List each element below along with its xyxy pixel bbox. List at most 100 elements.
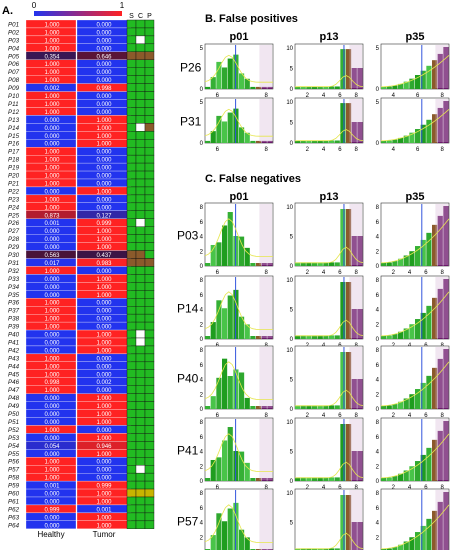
panel-c-column-title: p13 <box>320 191 339 203</box>
healthy-value: 0.000 <box>44 396 60 402</box>
tumor-value: 1.000 <box>96 340 112 346</box>
indicator-cell <box>144 178 155 188</box>
panel-c-hist-shade <box>259 347 272 408</box>
panel-c-hist-bar <box>357 236 363 266</box>
panel-c-hist-bar <box>222 308 228 339</box>
panel-c-hist-bar <box>306 262 312 266</box>
panel-c-hist-xtick: 8 <box>355 485 359 491</box>
indicator-cell <box>126 242 137 251</box>
row-label: P01 <box>8 21 19 28</box>
panel-c-hist-bar <box>227 427 233 481</box>
panel-c-hist-bar <box>398 258 404 266</box>
panel-c-hist-ytick: 2 <box>376 322 380 328</box>
panel-c-hist-shade <box>349 347 362 408</box>
panel-c-hist-ytick: 2 <box>200 464 204 470</box>
indicator-cell <box>126 67 137 76</box>
panel-b-hist-shade <box>435 45 448 88</box>
tumor-value: 1.000 <box>96 492 112 498</box>
panel-b-hist-xtick: 8 <box>265 147 269 153</box>
panel-c-hist-bar <box>415 461 421 481</box>
indicator-cell <box>126 480 137 490</box>
indicator-cell <box>144 59 155 68</box>
panel-c-hist-xtick: 6 <box>338 485 342 491</box>
healthy-value: 0.000 <box>44 245 60 251</box>
row-label: P19 <box>8 165 20 172</box>
indicator-cell <box>144 27 155 37</box>
colorbar-max-label: 1 <box>120 1 125 10</box>
panel-c-hist-ytick: 8 <box>200 491 204 497</box>
row-label: P34 <box>8 284 20 291</box>
panel-b-hist-bar <box>250 140 256 143</box>
panel-c-hist-bar <box>334 405 340 409</box>
tumor-value: 0.000 <box>96 317 112 323</box>
row-label: P33 <box>8 276 20 283</box>
panel-b-row-label: P31 <box>180 115 202 129</box>
indicator-cell <box>126 154 137 164</box>
panel-c-hist-bar <box>443 206 449 266</box>
panel-c-hist-bar <box>443 421 449 481</box>
indicator-cell <box>144 290 155 299</box>
indicator-cell <box>126 321 137 331</box>
indicator-cell <box>126 512 137 522</box>
panel-c-hist-bar <box>267 263 273 266</box>
panel-c-hist-bar <box>216 457 222 481</box>
indicator-cell <box>126 306 137 315</box>
indicator-cell <box>144 321 155 331</box>
panel-c-hist-bar <box>227 508 233 552</box>
row-label: P51 <box>8 419 19 426</box>
panel-c-hist-bar <box>443 492 449 552</box>
panel-c-label: C. False negatives <box>205 173 301 185</box>
panel-b-hist-bar <box>216 115 222 143</box>
panel-c-hist-ytick: 6 <box>200 220 204 226</box>
panel-c-hist-ytick: 0 <box>376 407 380 413</box>
panel-c-hist-ytick: 4 <box>376 235 380 241</box>
tumor-value: 1.000 <box>96 142 112 148</box>
panel-c-hist-bar <box>300 262 306 266</box>
indicator-cell <box>144 43 155 52</box>
panel-c-hist-bar <box>357 309 363 339</box>
indicator-cell <box>126 123 137 132</box>
panel-c-hist-bar <box>250 336 256 339</box>
panel-c-hist-bar <box>295 262 301 266</box>
panel-b-row-label: P26 <box>180 61 202 75</box>
panel-c-hist-bar <box>443 279 449 339</box>
indicator-cell <box>135 496 146 506</box>
indicator-cell <box>126 51 137 60</box>
panel-b-hist-xtick: 8 <box>441 147 445 153</box>
panel-c-hist-bar <box>216 242 222 266</box>
indicator-cell <box>144 353 155 363</box>
healthy-value: 0.000 <box>44 277 60 283</box>
panel-c-hist-bar <box>415 532 421 552</box>
panel-c-hist-bar <box>222 225 228 266</box>
panel-b-hist-bar <box>295 140 301 143</box>
indicator-cell <box>135 210 146 219</box>
panel-b-hist-bar <box>351 68 357 89</box>
panel-c-hist-ytick: 8 <box>200 205 204 211</box>
healthy-value: 0.000 <box>44 118 60 124</box>
panel-c-hist-fit <box>204 218 273 257</box>
indicator-cell <box>135 306 146 315</box>
indicator-cell <box>126 329 137 339</box>
panel-c-hist-bar <box>415 319 421 339</box>
panel-c-hist-xtick: 6 <box>216 485 220 491</box>
panel-c-hist-ytick: 6 <box>200 363 204 369</box>
panel-c-hist-xtick: 2 <box>306 485 310 491</box>
indicator-cell <box>135 146 146 156</box>
panel-c-hist-bar <box>398 544 404 552</box>
indicator-cell <box>126 361 137 371</box>
indicator-cell <box>126 250 137 259</box>
indicator-cell <box>135 425 146 434</box>
panel-c-hist-ytick: 8 <box>200 420 204 426</box>
panel-c-hist-bar <box>334 335 340 339</box>
healthy-value: 0.000 <box>44 189 60 195</box>
row-label: P14 <box>8 125 20 132</box>
panel-c-hist-shade <box>259 277 272 338</box>
healthy-value: 0.000 <box>44 126 60 132</box>
indicator-cell <box>135 59 146 68</box>
panel-b-hist-bar <box>323 140 329 143</box>
panel-c-hist-bar <box>409 537 415 552</box>
healthy-value: 0.000 <box>44 515 60 521</box>
tumor-value: 1.000 <box>96 404 112 410</box>
healthy-value: 1.000 <box>44 197 60 203</box>
tumor-value: 0.000 <box>96 150 112 156</box>
